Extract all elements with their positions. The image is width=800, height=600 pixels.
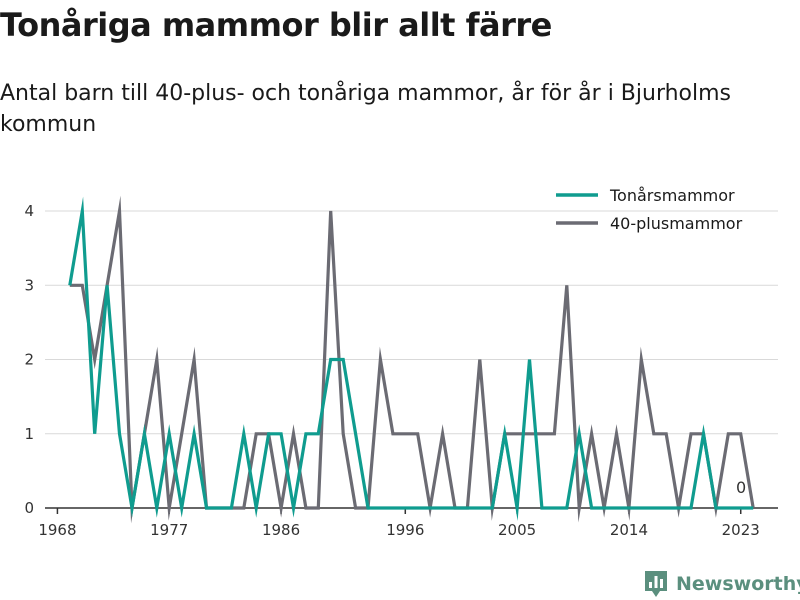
y-tick-label: 4 (24, 202, 34, 220)
chart-subtitle: Antal barn till 40-plus- och tonåriga ma… (0, 81, 732, 137)
series-line-tonarsmammor (68, 196, 754, 521)
series-line-40-plusmammor (69, 195, 755, 524)
y-tick-label: 0 (24, 499, 34, 517)
x-tick-label: 1968 (38, 521, 76, 539)
x-tick-label: 2005 (498, 521, 536, 539)
newsworthy-logo: Newsworthy (644, 570, 800, 598)
x-tick-label: 1977 (150, 521, 188, 539)
y-tick-label: 3 (24, 276, 34, 294)
newsworthy-logo-icon (645, 571, 667, 597)
x-tick-label: 1996 (386, 521, 424, 539)
y-tick-label: 2 (24, 351, 34, 369)
x-tick-label: 1986 (262, 521, 300, 539)
legend: Tonårsmammor 40-plusmammor (556, 186, 743, 233)
series-lines (68, 195, 755, 524)
legend-label: Tonårsmammor (609, 186, 735, 205)
x-tick-label: 2014 (610, 521, 648, 539)
chart-title: Tonåriga mammor blir allt färre (0, 6, 552, 44)
x-tick-label: 2023 (722, 521, 760, 539)
end-value-label: 0 (736, 478, 746, 497)
gridlines (45, 210, 778, 435)
newsworthy-logo-text: Newsworthy (676, 573, 800, 595)
y-tick-label: 1 (24, 425, 34, 443)
legend-label: 40-plusmammor (610, 214, 743, 233)
axes: 0 1 2 3 4 1968 1977 1986 1996 2005 2014 2023 (24, 202, 778, 539)
